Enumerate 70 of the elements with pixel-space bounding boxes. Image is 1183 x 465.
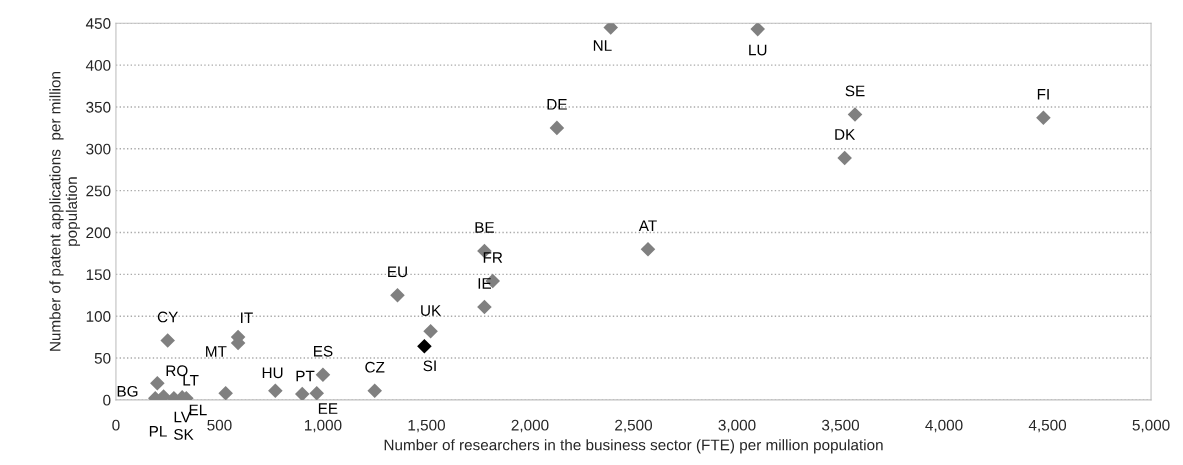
x-tick-label: 1,000 (305, 419, 342, 433)
data-label: LU (749, 44, 767, 56)
data-label: FI (1037, 89, 1049, 100)
x-tick-label: 3,500 (821, 419, 860, 433)
data-label: SI (423, 360, 436, 372)
point (640, 241, 656, 257)
point (750, 23, 765, 37)
data-label: FR (483, 252, 503, 263)
point (268, 383, 283, 398)
data-label: LT (183, 375, 199, 386)
x-tick-label: 4,000 (925, 419, 963, 433)
y-tick-label: 400 (85, 59, 111, 71)
data-label: SK (174, 429, 194, 440)
data-label: DE (547, 99, 567, 110)
data-label: PT (296, 370, 315, 382)
data-label: CZ (365, 361, 385, 373)
x-tick-label: 500 (207, 419, 232, 431)
y-tick-label: 0 (103, 394, 111, 406)
y-tick-label: 450 (85, 18, 111, 29)
point (423, 323, 438, 339)
point (150, 375, 165, 391)
point (390, 287, 405, 303)
data-label: BE (475, 222, 494, 233)
data-label: IE (478, 278, 491, 289)
data-label: LV (174, 411, 191, 423)
y-axis-title: Number of patent applications per million population (49, 72, 81, 351)
x-tick-label: 2,000 (511, 419, 549, 433)
point (603, 23, 619, 35)
data-label: ES (314, 345, 333, 357)
x-tick-label: 5,000 (1132, 419, 1170, 433)
y-tick-label: 150 (86, 269, 111, 281)
point (218, 385, 233, 400)
x-tick-label: 0 (112, 419, 120, 431)
y-tick-label: 200 (86, 227, 111, 239)
x-axis-title: Number of researchers in the business sector (FTE) per million population (384, 439, 883, 454)
data-label: DK (835, 129, 856, 140)
data-label: EL (189, 404, 207, 416)
data-label: NL (593, 40, 612, 51)
point (367, 383, 382, 398)
point (847, 107, 863, 122)
data-label: MT (206, 346, 227, 357)
point (1036, 110, 1051, 126)
point (477, 299, 492, 315)
point (309, 385, 325, 400)
point (837, 150, 852, 166)
data-label: EU (388, 266, 407, 278)
y-tick-label: 50 (94, 352, 111, 364)
data-label: PL (149, 426, 167, 437)
data-label: SE (845, 85, 865, 97)
x-tick-label: 4,500 (1028, 419, 1067, 433)
point (294, 386, 310, 400)
point (417, 339, 432, 354)
point (160, 333, 175, 348)
data-label: AT (638, 220, 657, 231)
data-label: HU (262, 367, 283, 379)
x-tick-label: 3,000 (718, 419, 756, 433)
data-label: IT (241, 312, 253, 324)
data-label: CY (157, 311, 178, 323)
y-tick-label: 300 (86, 143, 111, 155)
data-label: BG (117, 385, 138, 397)
data-label: EE (318, 403, 338, 414)
x-tick-label: 2,500 (615, 419, 653, 433)
point (315, 367, 331, 383)
y-tick-label: 350 (86, 101, 111, 113)
y-tick-label: 250 (86, 185, 111, 197)
y-tick-label: 100 (86, 311, 111, 322)
x-tick-label: 1,500 (408, 419, 445, 433)
point (549, 120, 565, 136)
data-label: UK (421, 305, 442, 316)
data-label: RO (166, 365, 188, 377)
